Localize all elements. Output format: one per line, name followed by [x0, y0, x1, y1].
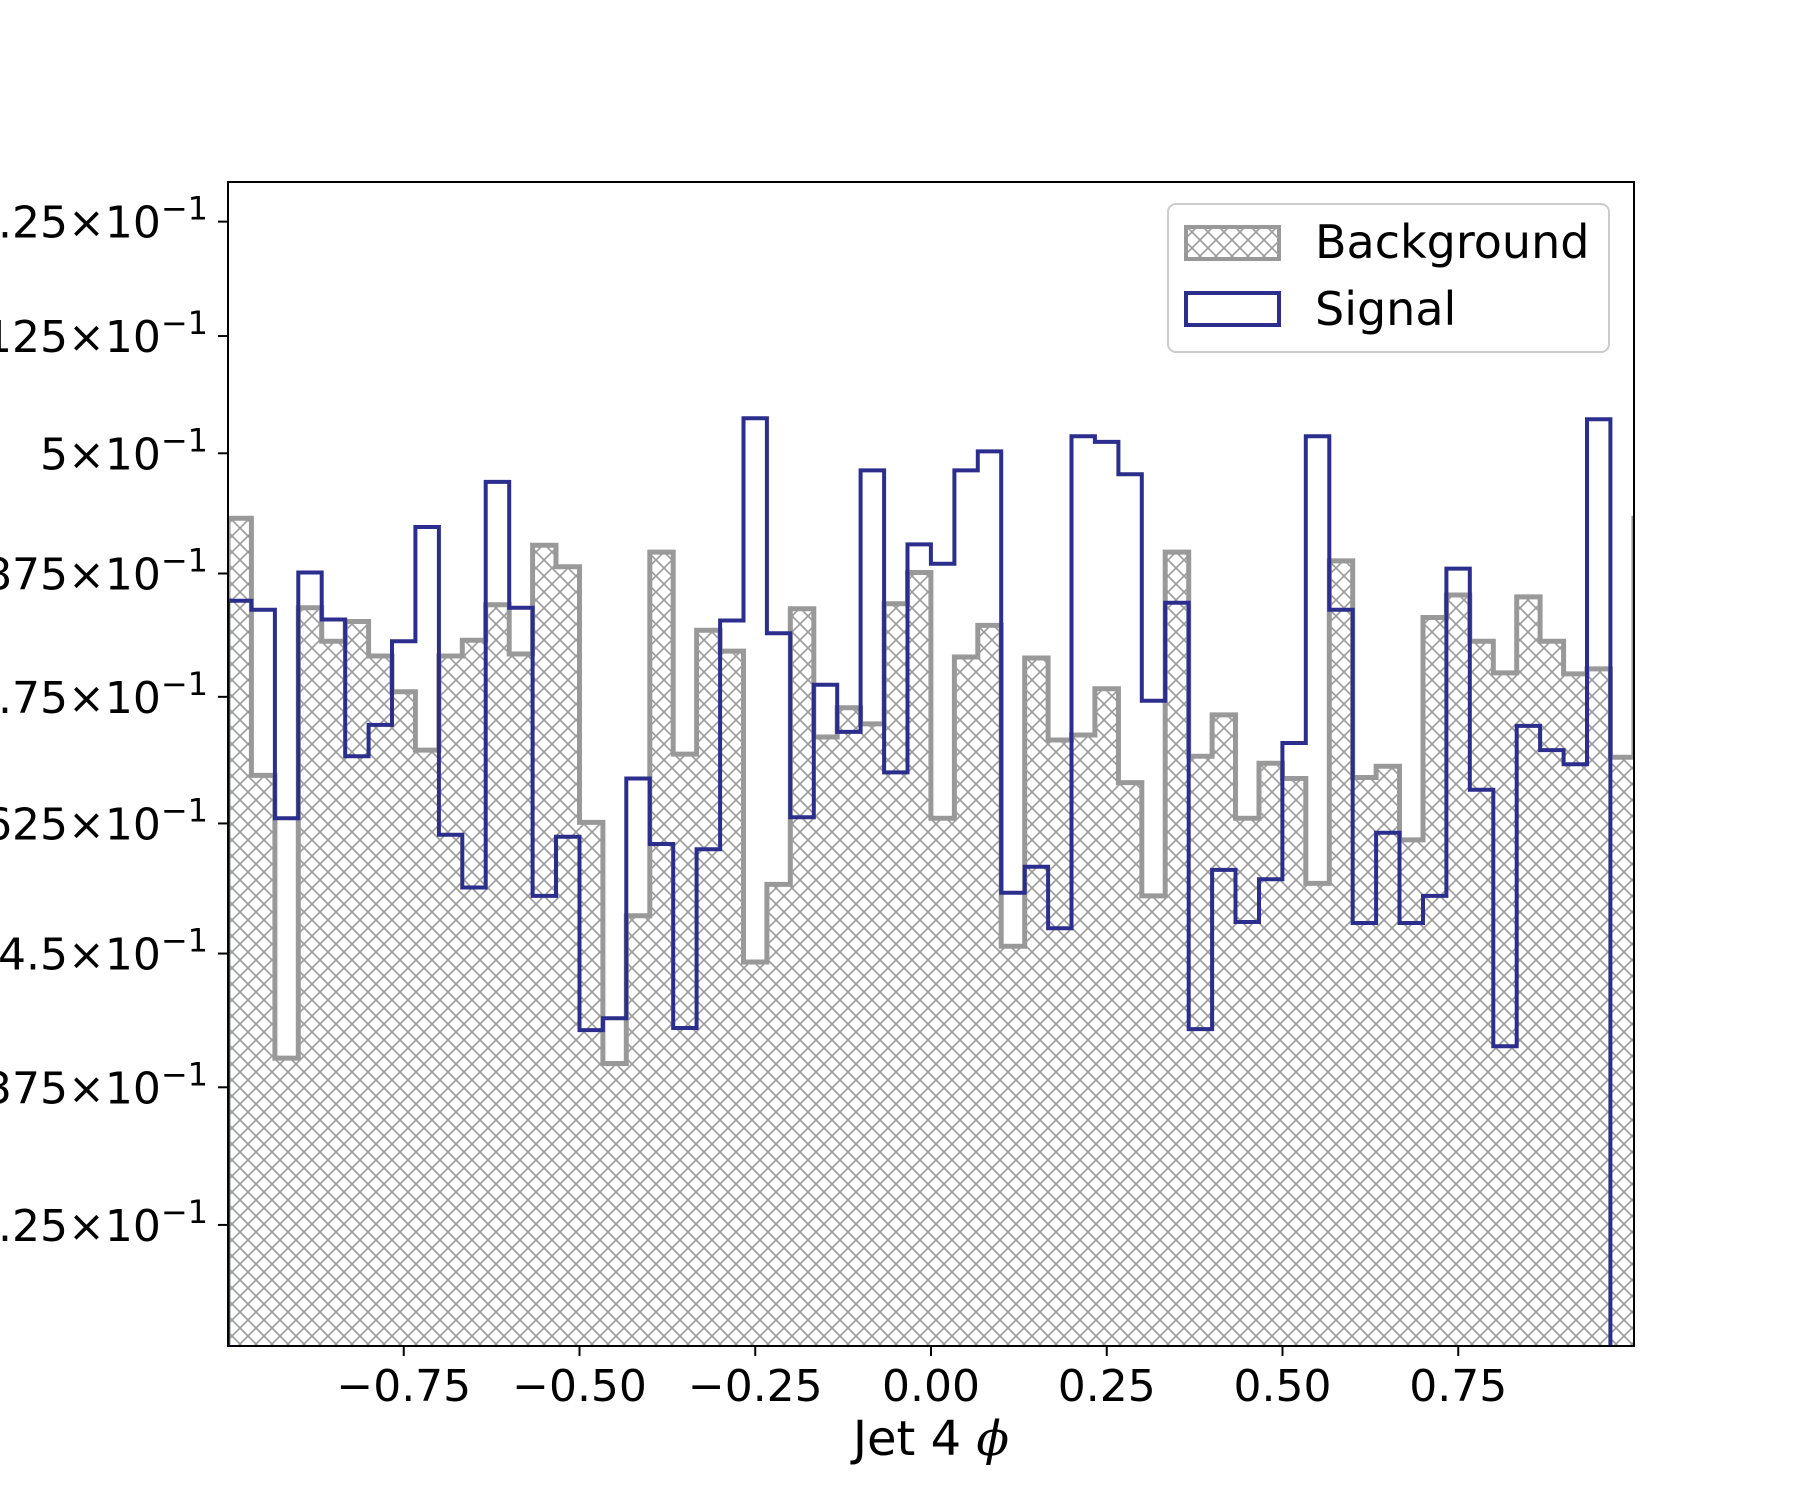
series-1-bin — [1564, 764, 1587, 1346]
series-1-bin — [462, 888, 485, 1347]
series-1-bin — [954, 470, 977, 1346]
series-1-bin — [1587, 419, 1610, 1346]
y-tick-label: 5×10−1 — [40, 421, 208, 480]
y-axis-ticks: 4.25×10−1 4.375×10−1 4.5×10−1 4.625×10−1 4.7… — [0, 190, 228, 1252]
y-tick-label: 4.5×10−1 — [0, 922, 208, 981]
x-tick-label: 0.00 — [882, 1361, 980, 1412]
series-1-bin — [1189, 1029, 1212, 1346]
x-tick-label: 0.25 — [1058, 1361, 1156, 1412]
y-tick-label: 5.25×10−1 — [0, 190, 208, 249]
legend-swatch-background — [1184, 225, 1281, 261]
y-tick-label: 4.75×10−1 — [0, 665, 208, 724]
series-1-bin — [228, 601, 251, 1346]
series-1-bin — [673, 1028, 696, 1346]
legend-label-signal: Signal — [1315, 282, 1456, 336]
series-0-bin — [1657, 753, 1680, 1346]
series-1-bin — [1376, 833, 1399, 1346]
series-1-bin — [1048, 928, 1071, 1346]
series-1-bin — [1423, 896, 1446, 1346]
series-1-bin — [837, 732, 860, 1346]
series-0-bin — [1681, 1007, 1704, 1346]
series-1-bin — [1470, 790, 1493, 1346]
series-1-bin — [744, 418, 767, 1346]
series-1-bin — [978, 451, 1001, 1346]
series-1-bin — [1025, 867, 1048, 1346]
series-1-bin — [1072, 436, 1095, 1346]
series-1-bin — [908, 544, 931, 1346]
series-1-bin — [392, 641, 415, 1346]
series-1-outline — [228, 416, 1613, 1346]
series-1-bin — [931, 564, 954, 1346]
x-axis-label-symbol: ϕ — [976, 1411, 1009, 1467]
series-1-bin — [1353, 923, 1376, 1346]
series-1-bin — [1165, 603, 1188, 1346]
series-1-bin — [439, 835, 462, 1346]
series-1-bin — [1540, 750, 1563, 1346]
legend-swatch-signal — [1184, 291, 1281, 327]
series-1-bin — [626, 779, 649, 1347]
x-tick-label: −0.50 — [512, 1361, 647, 1412]
series-1-bin — [1118, 474, 1141, 1346]
series-1-bin — [790, 817, 813, 1346]
series-0-bin — [1610, 757, 1633, 1346]
series-1-bin — [1001, 893, 1024, 1346]
x-axis-label-text: Jet 4 — [850, 1411, 961, 1467]
series-1-bin — [275, 818, 298, 1346]
x-tick-label: −0.25 — [688, 1361, 823, 1412]
series-1-bin — [1142, 701, 1165, 1346]
series-1-bin — [369, 725, 392, 1346]
y-tick-label: 4.25×10−1 — [0, 1193, 208, 1252]
series-1-bin — [1329, 610, 1352, 1346]
x-tick-label: −0.75 — [336, 1361, 471, 1412]
y-tick-label: 5.125×10−1 — [0, 304, 208, 363]
series-1-bin — [1446, 569, 1469, 1346]
series-1-bin — [697, 849, 720, 1346]
series-1-bin — [884, 772, 907, 1346]
series-0-bin — [1634, 518, 1657, 1346]
plot-area — [228, 416, 1704, 1347]
series-1-bin — [345, 756, 368, 1346]
series-1-bin — [720, 621, 743, 1347]
y-tick-label: 4.625×10−1 — [0, 791, 208, 850]
series-1-bin — [1236, 922, 1259, 1346]
series-1-bin — [814, 685, 837, 1346]
series-1-bin — [533, 896, 556, 1346]
x-axis-ticks: −0.75 −0.50 −0.25 0.00 0.25 0.50 0.75 — [336, 1346, 1507, 1412]
series-1-bin — [298, 573, 321, 1347]
series-1-bin — [322, 620, 345, 1347]
y-tick-label: 4.875×10−1 — [0, 541, 208, 600]
series-1-bin — [509, 608, 532, 1346]
series-1-bin — [767, 633, 790, 1346]
x-tick-label: 0.75 — [1409, 1361, 1507, 1412]
series-1-bin — [415, 527, 438, 1346]
x-axis-label: Jet 4 ϕ — [850, 1411, 1009, 1467]
series-1-bin — [556, 837, 579, 1346]
x-tick-label: 0.50 — [1234, 1361, 1332, 1412]
legend-label-background: Background — [1315, 215, 1589, 269]
series-1-bin — [580, 1030, 603, 1346]
series-1-bin — [861, 470, 884, 1346]
series-1-bin — [1212, 870, 1235, 1346]
legend: Background Signal — [1167, 203, 1610, 353]
series-1-bin — [650, 844, 673, 1346]
series-1-bin — [486, 482, 509, 1346]
series-1-bin — [1306, 436, 1329, 1346]
series-1-bin — [1400, 923, 1423, 1346]
series-1-bin — [1095, 442, 1118, 1346]
y-tick-label: 4.375×10−1 — [0, 1055, 208, 1114]
series-1-bin — [1493, 1046, 1516, 1346]
series-1-bin — [1259, 879, 1282, 1346]
series-1-bin — [1517, 726, 1540, 1346]
series-0-outline — [228, 515, 1634, 1346]
series-1-bin — [251, 610, 274, 1346]
series-1-bin — [603, 1018, 626, 1346]
series-1-bin — [1282, 743, 1305, 1346]
